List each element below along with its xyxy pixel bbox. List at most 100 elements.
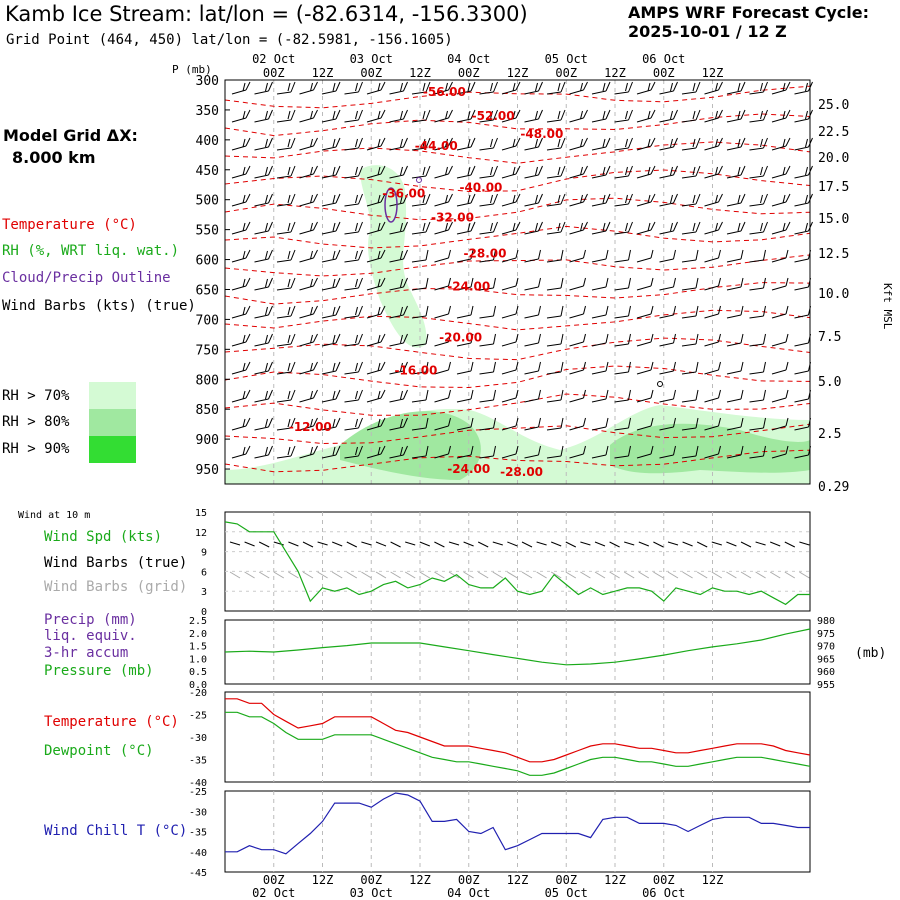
time-tick-label-top: 12Z — [312, 66, 334, 80]
isotherm-line — [224, 85, 811, 109]
wind-barb-flag — [515, 249, 519, 259]
wind-barb — [524, 118, 539, 123]
wind-barb-flag — [647, 194, 651, 204]
wind-barb — [501, 173, 517, 179]
surface-grid-wind-barb — [346, 571, 358, 579]
wind-barb-flag — [335, 109, 341, 120]
wind-barb-flag — [493, 417, 496, 429]
wind-barb — [524, 454, 539, 459]
wind-barb-flag — [245, 165, 251, 175]
surface-wind-barb — [258, 541, 270, 548]
wind-barb-flag — [377, 418, 381, 428]
wind-barb-flag — [493, 81, 498, 93]
wind-barb-flag — [358, 277, 363, 289]
wind-barb-flag — [785, 165, 791, 175]
pressure-axis-title: P (mb) — [172, 63, 212, 76]
wind-barb — [434, 369, 449, 375]
wind-barb — [411, 315, 427, 319]
wind-barb — [771, 201, 787, 207]
wind-barb — [411, 455, 427, 459]
wind-barb-flag — [718, 249, 721, 259]
wind-barb-flag — [335, 249, 341, 260]
wind-barb-flag — [245, 445, 251, 455]
wind-barb-flag — [535, 194, 538, 204]
wind-barb-flag — [245, 277, 251, 287]
wind-barb — [591, 258, 607, 263]
wind-barb — [546, 343, 562, 347]
wind-barb-flag — [403, 333, 408, 344]
wind-barb-flag — [400, 222, 403, 232]
wind-barb — [794, 90, 809, 95]
wind-barb-flag — [782, 110, 786, 120]
wind-barb-flag — [538, 305, 541, 316]
wind-barb-flag — [290, 221, 296, 233]
wind-barb-flag — [287, 278, 291, 288]
wind-barb-flag — [605, 137, 611, 148]
wind-barb-flag — [673, 417, 676, 428]
wind-barb — [591, 230, 607, 235]
wind-barb-flag — [605, 221, 611, 232]
wind-barb — [321, 454, 337, 459]
wind-barb — [389, 286, 404, 291]
legend-rh80-label: RH > 80% — [2, 414, 70, 430]
wind-barb — [614, 259, 629, 263]
temperature-line — [225, 698, 811, 763]
wind-barb — [456, 454, 472, 459]
wind-barb-flag — [467, 110, 471, 120]
wind-barb — [231, 341, 247, 347]
wind-barb-flag — [332, 222, 336, 232]
wind-barb — [254, 342, 269, 347]
wind-barb-flag — [470, 137, 476, 148]
wind-barb-flag — [493, 193, 498, 205]
wind-barb-flag — [692, 110, 696, 120]
wind-barb — [636, 285, 652, 291]
panel-tick-label: -30 — [189, 733, 207, 744]
wind-barb — [344, 287, 359, 291]
wind-barb — [681, 231, 697, 235]
wind-barb-flag — [445, 194, 448, 204]
wind-barb-flag — [268, 361, 273, 372]
pressure-tick-label: 300 — [196, 74, 219, 89]
wind-barb-flag — [650, 277, 654, 287]
wind-barb-flag — [400, 110, 403, 120]
surface-wind-barb — [740, 541, 752, 548]
wind-barb — [704, 397, 719, 403]
wind-barb-flag — [785, 221, 791, 231]
wind-barb-flag — [242, 222, 246, 232]
wind-barb-flag — [380, 193, 386, 203]
wind-barb — [749, 175, 764, 179]
wind-barb — [704, 201, 719, 207]
wind-barb-flag — [445, 82, 448, 92]
wind-barb-flag — [448, 361, 451, 371]
wind-barb-flag — [538, 249, 541, 260]
wind-barb-flag — [380, 249, 386, 259]
wind-barb — [704, 341, 719, 347]
wind-barb-flag — [673, 361, 676, 372]
wind-barb — [321, 146, 337, 151]
pressure-line — [224, 628, 811, 666]
wind-barb-flag — [718, 305, 721, 315]
wind-barb — [299, 285, 314, 291]
time-tick-label-top: 12Z — [507, 66, 529, 80]
model-grid-value: 8.000 km — [12, 148, 96, 167]
wind-barb — [434, 257, 449, 263]
surface-wind-barb — [667, 541, 679, 546]
pressure-tick-label: 700 — [196, 313, 219, 328]
wind-barb-flag — [583, 165, 588, 175]
wind-barb-flag — [380, 417, 386, 427]
wind-barb-flag — [628, 417, 631, 429]
wind-barb-flag — [403, 165, 408, 176]
surface-grid-wind-barb — [609, 571, 620, 579]
wind-barb — [749, 427, 764, 431]
wind-barb-flag — [355, 446, 358, 456]
wind-barb — [704, 425, 719, 431]
xsection-frame — [224, 79, 811, 485]
wind-barb-flag — [515, 221, 521, 231]
wind-barb — [276, 287, 292, 291]
wind-barb — [501, 313, 517, 319]
wind-barb-flag — [785, 249, 789, 259]
wind-barb — [636, 117, 652, 123]
wind-barb-flag — [580, 222, 583, 232]
wind-barb — [434, 285, 449, 291]
panel-tick-label: 0.5 — [189, 667, 207, 678]
